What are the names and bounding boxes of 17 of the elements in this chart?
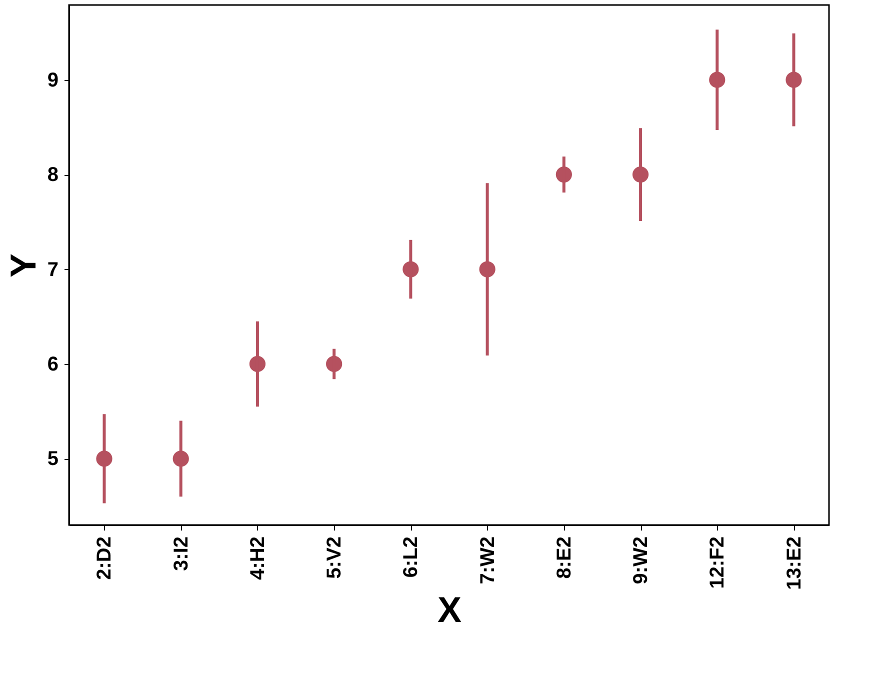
- y-tick-label: 7: [47, 258, 58, 281]
- x-tick-label: 13:E2: [783, 536, 806, 590]
- y-tick-label: 5: [47, 448, 58, 470]
- x-tick-label: 5:V2: [324, 536, 346, 579]
- x-tick-label: 6:L2: [400, 536, 422, 578]
- x-tick-label: 4:H2: [246, 536, 269, 580]
- x-tick-label: 9:W2: [630, 536, 652, 584]
- x-tick-label: 3:I2: [170, 536, 192, 571]
- y-tick-label: 8: [47, 164, 58, 186]
- x-tick-label: 7:W2: [476, 536, 499, 584]
- x-tick-label: 8:E2: [553, 536, 576, 579]
- x-tick-label: 2:D2: [94, 536, 116, 580]
- x-tick-label: 12:F2: [706, 536, 729, 589]
- x-axis-title: X: [437, 588, 462, 630]
- y-axis-title: Y: [2, 253, 44, 278]
- y-tick-label: 9: [47, 69, 58, 92]
- y-tick-label: 6: [47, 353, 58, 376]
